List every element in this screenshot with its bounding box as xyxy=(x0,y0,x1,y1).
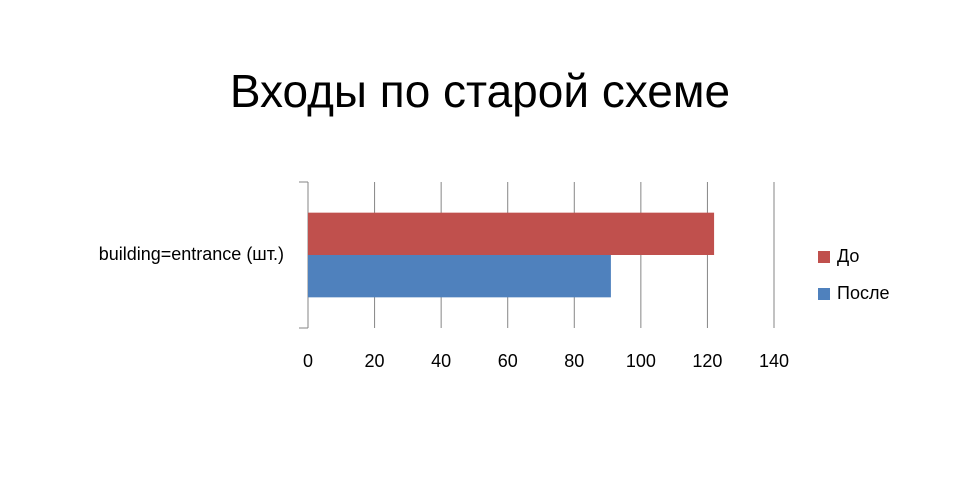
bar xyxy=(308,212,715,255)
x-tick-label: 60 xyxy=(498,351,518,371)
legend-label: После xyxy=(837,283,889,303)
x-tick-label: 120 xyxy=(692,351,722,371)
x-tick-label: 40 xyxy=(431,351,451,371)
y-tick-label: building=entrance (шт.) xyxy=(99,244,284,264)
legend-swatch xyxy=(818,251,830,263)
x-tick-label: 100 xyxy=(626,351,656,371)
chart-title: Входы по старой схеме xyxy=(230,65,730,117)
x-tick-label: 0 xyxy=(303,351,313,371)
x-tick-label: 80 xyxy=(564,351,584,371)
bar xyxy=(308,255,611,298)
legend-swatch xyxy=(818,288,830,300)
x-tick-label: 20 xyxy=(365,351,385,371)
legend-label: До xyxy=(837,246,859,266)
x-tick-label: 140 xyxy=(759,351,789,371)
